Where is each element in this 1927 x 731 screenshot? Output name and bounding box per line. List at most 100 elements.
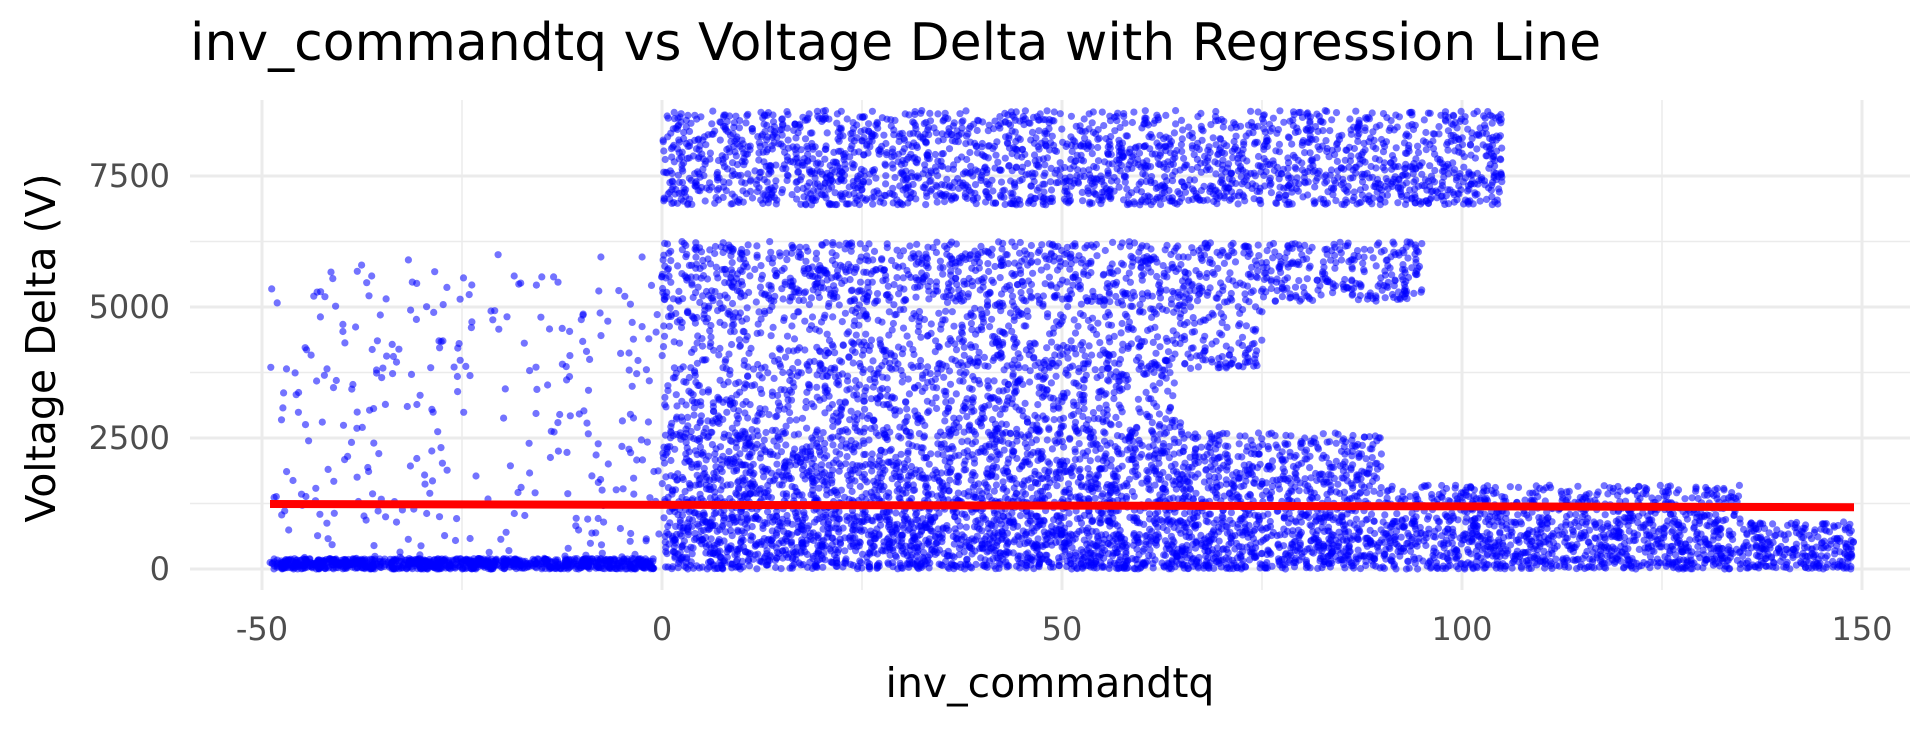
data-point — [771, 375, 778, 382]
data-point — [1103, 360, 1110, 367]
data-point — [678, 196, 685, 203]
data-point — [833, 410, 840, 417]
data-point — [859, 369, 866, 376]
data-point — [1210, 134, 1217, 141]
data-point — [1483, 143, 1490, 150]
data-point — [914, 131, 921, 138]
data-point — [1378, 136, 1385, 143]
data-point — [779, 143, 786, 150]
data-point — [1082, 352, 1089, 359]
data-point — [1195, 363, 1202, 370]
data-point — [1171, 150, 1178, 157]
data-point — [967, 163, 974, 170]
data-point — [670, 374, 677, 381]
data-point — [1002, 155, 1009, 162]
data-point — [803, 389, 810, 396]
data-point — [1038, 267, 1045, 274]
data-point — [902, 110, 909, 117]
data-point — [1442, 108, 1449, 115]
data-point — [1050, 325, 1057, 332]
data-point — [792, 156, 799, 163]
data-point — [884, 392, 891, 399]
data-point — [894, 201, 901, 208]
data-point — [1369, 109, 1376, 116]
data-point — [806, 169, 813, 176]
data-point — [730, 124, 737, 131]
data-point — [955, 138, 962, 145]
data-point — [1362, 184, 1369, 191]
data-point — [1162, 183, 1169, 190]
data-point — [1368, 163, 1375, 170]
data-point — [1470, 110, 1477, 117]
data-point — [1054, 267, 1061, 274]
data-point — [1041, 170, 1048, 177]
data-point — [699, 343, 706, 350]
data-point — [1361, 268, 1368, 275]
data-point — [1168, 355, 1175, 362]
data-point — [981, 354, 988, 361]
data-point — [719, 266, 726, 273]
data-point — [1088, 352, 1095, 359]
data-point — [999, 300, 1006, 307]
data-point — [1243, 322, 1250, 329]
data-point — [675, 172, 682, 179]
data-point — [934, 199, 941, 206]
data-point — [728, 341, 735, 348]
data-point — [1084, 465, 1091, 472]
data-point — [1071, 316, 1078, 323]
data-point — [886, 308, 893, 315]
data-point — [982, 178, 989, 185]
data-point — [903, 267, 910, 274]
data-point — [903, 405, 910, 412]
data-point — [816, 327, 823, 334]
data-point — [1129, 119, 1136, 126]
data-point — [1015, 378, 1022, 385]
data-point — [1231, 138, 1238, 145]
data-point — [1035, 163, 1042, 170]
data-point — [907, 274, 914, 281]
data-point — [913, 241, 920, 248]
data-point — [967, 357, 974, 364]
data-point — [1169, 288, 1176, 295]
data-point — [830, 293, 837, 300]
data-point — [871, 248, 878, 255]
data-point — [978, 313, 985, 320]
data-point — [829, 313, 836, 320]
data-point — [1315, 128, 1322, 135]
data-point — [1221, 299, 1228, 306]
data-point — [1251, 195, 1258, 202]
data-point — [1022, 400, 1029, 407]
data-point — [956, 110, 963, 117]
data-point — [969, 396, 976, 403]
data-point — [725, 378, 732, 385]
data-point — [720, 249, 727, 256]
data-point — [1255, 242, 1262, 249]
data-point — [771, 267, 778, 274]
data-point — [954, 175, 961, 182]
data-point — [1155, 114, 1162, 121]
data-point — [1171, 129, 1178, 136]
data-point — [678, 153, 685, 160]
data-point — [1043, 196, 1050, 203]
data-point — [778, 285, 785, 292]
data-point — [1275, 170, 1282, 177]
data-point — [1003, 421, 1010, 428]
data-point — [1122, 173, 1129, 180]
data-point — [851, 200, 858, 207]
data-point — [1253, 362, 1260, 369]
data-point — [842, 161, 849, 168]
data-point — [1476, 177, 1483, 184]
data-point — [1076, 391, 1083, 398]
data-point — [1295, 157, 1302, 164]
data-point — [1276, 107, 1283, 114]
data-point — [997, 274, 1004, 281]
data-point — [1169, 172, 1176, 179]
data-point — [933, 384, 940, 391]
data-point — [886, 364, 893, 371]
data-point — [1034, 187, 1041, 194]
data-point — [882, 162, 889, 169]
data-point — [1009, 373, 1016, 380]
data-point — [1253, 261, 1260, 268]
data-point — [667, 279, 674, 286]
data-point — [949, 308, 956, 315]
